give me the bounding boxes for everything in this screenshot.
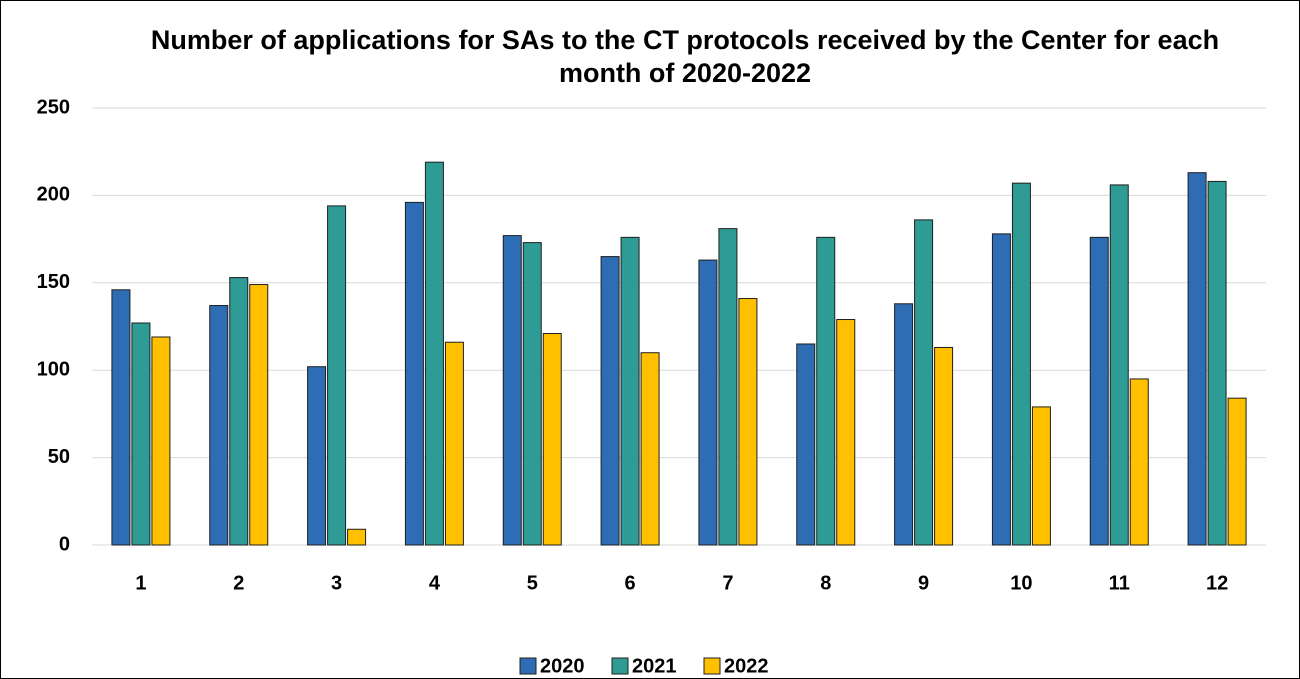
bar [816,236,836,546]
bar [1011,182,1031,546]
x-tick-label: 10 [1010,572,1032,594]
bar [698,259,718,546]
bar [1227,397,1247,546]
y-tick-label: 50 [48,446,70,468]
bar [444,341,464,546]
legend-swatch [519,657,537,675]
bar [738,298,758,546]
legend-label: 2020 [540,655,585,677]
bar [1207,180,1227,546]
bar [1129,378,1149,546]
legend-label: 2022 [724,655,769,677]
bar [1187,172,1207,546]
bar [131,322,151,546]
bar [424,161,444,546]
bar [894,303,914,546]
x-tick-label: 4 [429,572,441,594]
bar [836,319,856,546]
bar [249,284,269,546]
x-tick-label: 7 [722,572,733,594]
legend-swatch [703,657,721,675]
bar [151,336,171,546]
bar [209,305,229,546]
x-tick-label: 1 [135,572,146,594]
x-tick-label: 2 [233,572,244,594]
x-tick-label: 5 [527,572,538,594]
y-tick-label: 100 [37,358,70,380]
bar [1109,184,1129,546]
bar [542,332,562,546]
x-tick-label: 6 [625,572,636,594]
bar [1031,406,1051,546]
bar [914,219,934,546]
bar [347,528,367,546]
x-tick-label: 3 [331,572,342,594]
legend-label: 2021 [632,655,677,677]
bar [111,289,131,546]
bar [307,366,327,546]
x-tick-label: 8 [820,572,831,594]
bar [718,228,738,546]
bar [934,346,954,546]
x-tick-label: 12 [1206,572,1228,594]
bar [522,242,542,546]
legend-swatch [611,657,629,675]
chart-title: Number of applications for SAs to the CT… [150,25,1220,88]
y-tick-label: 0 [59,533,70,555]
bar [327,205,347,546]
bar [1089,236,1109,546]
bar [640,352,660,546]
bar [502,235,522,546]
y-tick-label: 150 [37,271,70,293]
bar [404,201,424,546]
x-tick-label: 9 [918,572,929,594]
bar [620,236,640,546]
bar [600,256,620,546]
y-tick-label: 200 [37,184,70,206]
x-tick-label: 11 [1109,572,1130,594]
bar [229,277,249,546]
y-tick-label: 250 [37,96,70,118]
bar [796,343,816,546]
bar [991,233,1011,546]
